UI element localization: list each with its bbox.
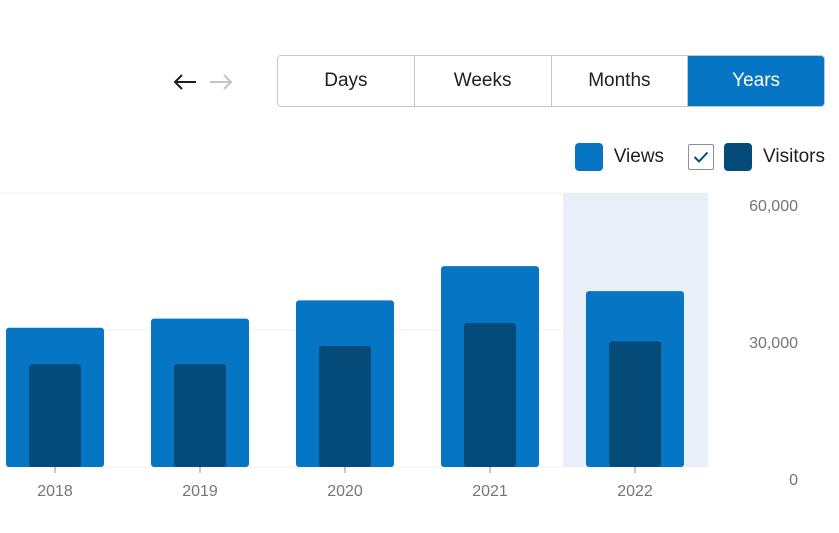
x-tick-label: 2022 <box>617 483 653 500</box>
x-tick-label: 2018 <box>37 483 73 500</box>
bar-visitors <box>609 341 661 467</box>
legend-views-label: Views <box>613 146 665 167</box>
bar-visitors <box>319 345 371 467</box>
legend-views: Views <box>574 143 665 171</box>
tab-weeks[interactable]: Weeks <box>414 56 552 106</box>
views-swatch <box>574 143 603 171</box>
y-tick-label: 60,000 <box>749 198 798 215</box>
chart-legend: Views Visitors <box>574 142 825 172</box>
y-tick-label: 30,000 <box>749 335 798 352</box>
tab-months[interactable]: Months <box>551 56 689 106</box>
legend-visitors-label: Visitors <box>763 146 825 167</box>
checkmark-icon <box>693 151 709 163</box>
bar-visitors <box>464 323 516 467</box>
x-tick-label: 2021 <box>472 483 508 500</box>
tab-days[interactable]: Days <box>278 56 415 106</box>
legend-visitors: Visitors <box>724 143 825 171</box>
period-segmented-control: Days Weeks Months Years <box>277 55 825 107</box>
x-tick-label: 2020 <box>327 483 363 500</box>
period-navigation <box>172 64 234 100</box>
visitors-checkbox[interactable] <box>688 144 715 170</box>
bar-visitors <box>174 364 226 467</box>
tab-years[interactable]: Years <box>688 56 824 106</box>
y-tick-label: 0 <box>789 472 798 489</box>
arrow-right-icon <box>208 72 234 92</box>
bar-visitors <box>29 364 81 467</box>
x-tick-label: 2019 <box>182 483 218 500</box>
visitors-swatch <box>724 143 753 171</box>
arrow-left-icon[interactable] <box>172 72 198 92</box>
